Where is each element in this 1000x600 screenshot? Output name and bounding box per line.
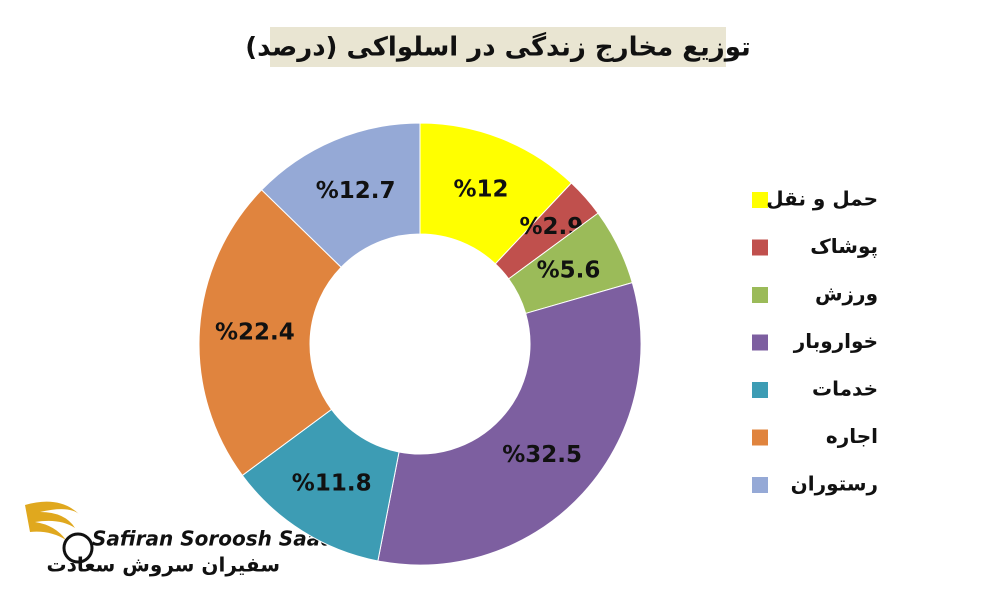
legend-label: رستوران <box>791 472 878 496</box>
donut-slice <box>198 189 342 477</box>
title-box <box>270 27 726 67</box>
data-label: %12.7 <box>316 178 396 204</box>
legend-swatch <box>752 477 768 493</box>
legend-swatch <box>752 287 768 303</box>
data-label: %11.8 <box>292 470 372 496</box>
logo-name-fa: سفیران سروش سعادت <box>47 553 281 577</box>
legend-swatch <box>752 429 768 446</box>
data-label: %22.4 <box>215 319 295 345</box>
donut-slice <box>377 281 642 566</box>
legend-label: خدمات <box>812 377 878 401</box>
chart-title: توزیع مخارج زندگی در اسلواکی (درصد) <box>245 32 751 63</box>
data-label: %12 <box>453 177 508 203</box>
logo-wing <box>25 501 80 540</box>
legend-label: ورزش <box>815 282 878 306</box>
data-label: %5.6 <box>537 257 601 283</box>
legend-label: خواروبار <box>793 329 878 353</box>
legend-swatch <box>752 239 768 256</box>
logo: Safiran Soroosh Saadat سفیران سروش سعادت <box>25 501 359 577</box>
legend-swatch <box>752 382 768 398</box>
logo-ring <box>62 532 94 564</box>
legend-label: پوشاک <box>810 234 878 259</box>
data-label: %32.5 <box>502 442 582 468</box>
donut-slice <box>260 122 421 268</box>
legend-label: اجاره <box>826 424 878 448</box>
legend-label: حمل و نقل <box>766 187 878 211</box>
legend-swatch <box>752 334 768 351</box>
legend-swatch <box>752 192 768 208</box>
